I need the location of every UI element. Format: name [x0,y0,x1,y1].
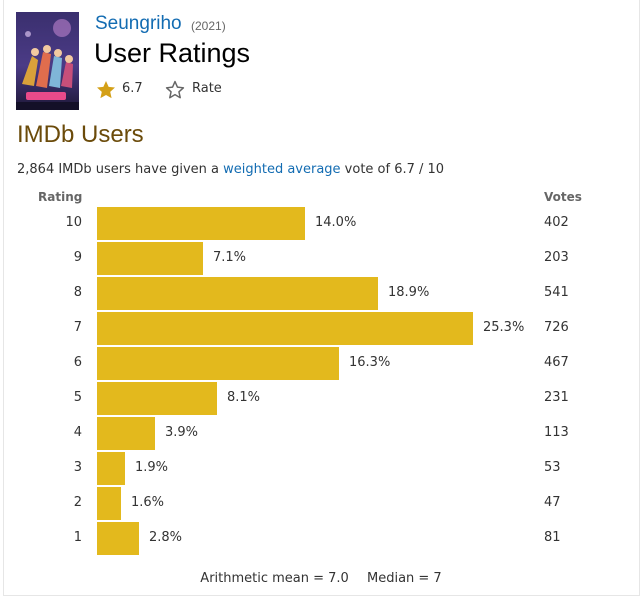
histogram-row: 10 14.0% 402 [0,206,642,241]
vote-count: 47 [544,495,561,510]
weighted-average-link[interactable]: weighted average [223,162,341,177]
title-year: (2021) [191,19,226,33]
ratings-panel [3,0,640,596]
vote-count: 81 [544,530,561,545]
rating-label: 4 [73,425,82,440]
percentage-label: 2.8% [149,530,183,545]
rating-label: 6 [73,355,82,370]
histogram-row: 5 8.1% 231 [0,381,642,416]
percentage-label: 18.9% [388,285,430,300]
star-filled-icon [97,81,115,99]
rating-label: 10 [65,215,82,230]
column-header-votes: Votes [544,190,582,204]
histogram-bar[interactable] [97,522,139,555]
histogram-bar[interactable] [97,242,203,275]
summary-prefix: 2,864 IMDb users have given a [17,162,224,177]
histogram-bar[interactable] [97,312,473,345]
percentage-label: 16.3% [349,355,391,370]
vote-count: 467 [544,355,569,370]
rating-label: 9 [73,250,82,265]
percentage-label: 7.1% [213,250,247,265]
histogram-bar[interactable] [97,347,339,380]
percentage-label: 1.6% [131,495,165,510]
rating-label: 8 [73,285,82,300]
histogram-bar[interactable] [97,417,155,450]
page-title: User Ratings [94,38,251,68]
rating-label: 5 [73,390,82,405]
histogram-row: 9 7.1% 203 [0,241,642,276]
rating-value: 6.7 [122,81,143,96]
vote-count: 726 [544,320,569,335]
rating-summary: 2,864 IMDb users have given a weighted a… [17,162,444,177]
percentage-label: 25.3% [483,320,525,335]
vote-count: 53 [544,460,561,475]
arithmetic-mean: Arithmetic mean = 7.0 [200,571,349,586]
histogram-bar[interactable] [97,207,305,240]
vote-count: 203 [544,250,569,265]
rate-button[interactable]: Rate [192,81,222,96]
histogram-bar[interactable] [97,277,378,310]
histogram-bar[interactable] [97,382,217,415]
star-outline-icon[interactable] [164,79,186,101]
histogram-row: 7 25.3% 726 [0,311,642,346]
histogram-row: 3 1.9% 53 [0,451,642,486]
percentage-label: 3.9% [165,425,199,440]
rating-stats: Arithmetic mean = 7.0 Median = 7 [0,571,642,586]
histogram-row: 8 18.9% 541 [0,276,642,311]
vote-count: 113 [544,425,569,440]
histogram-bar[interactable] [97,487,121,520]
title-link[interactable]: Seungriho [95,13,182,34]
summary-suffix: vote of 6.7 / 10 [340,162,445,177]
percentage-label: 14.0% [315,215,357,230]
histogram-row: 4 3.9% 113 [0,416,642,451]
histogram-row: 2 1.6% 47 [0,486,642,521]
percentage-label: 1.9% [135,460,169,475]
histogram-row: 6 16.3% 467 [0,346,642,381]
vote-count: 402 [544,215,569,230]
percentage-label: 8.1% [227,390,261,405]
poster-image [16,12,79,110]
movie-poster[interactable] [16,12,79,110]
section-title: IMDb Users [17,121,144,148]
vote-count: 541 [544,285,569,300]
rating-label: 3 [73,460,82,475]
rating-label: 1 [73,530,82,545]
column-header-rating: Rating [38,190,83,204]
rating-label: 7 [73,320,82,335]
histogram-bar[interactable] [97,452,125,485]
rating-label: 2 [73,495,82,510]
histogram-row: 1 2.8% 81 [0,521,642,556]
vote-count: 231 [544,390,569,405]
median: Median = 7 [366,571,442,586]
